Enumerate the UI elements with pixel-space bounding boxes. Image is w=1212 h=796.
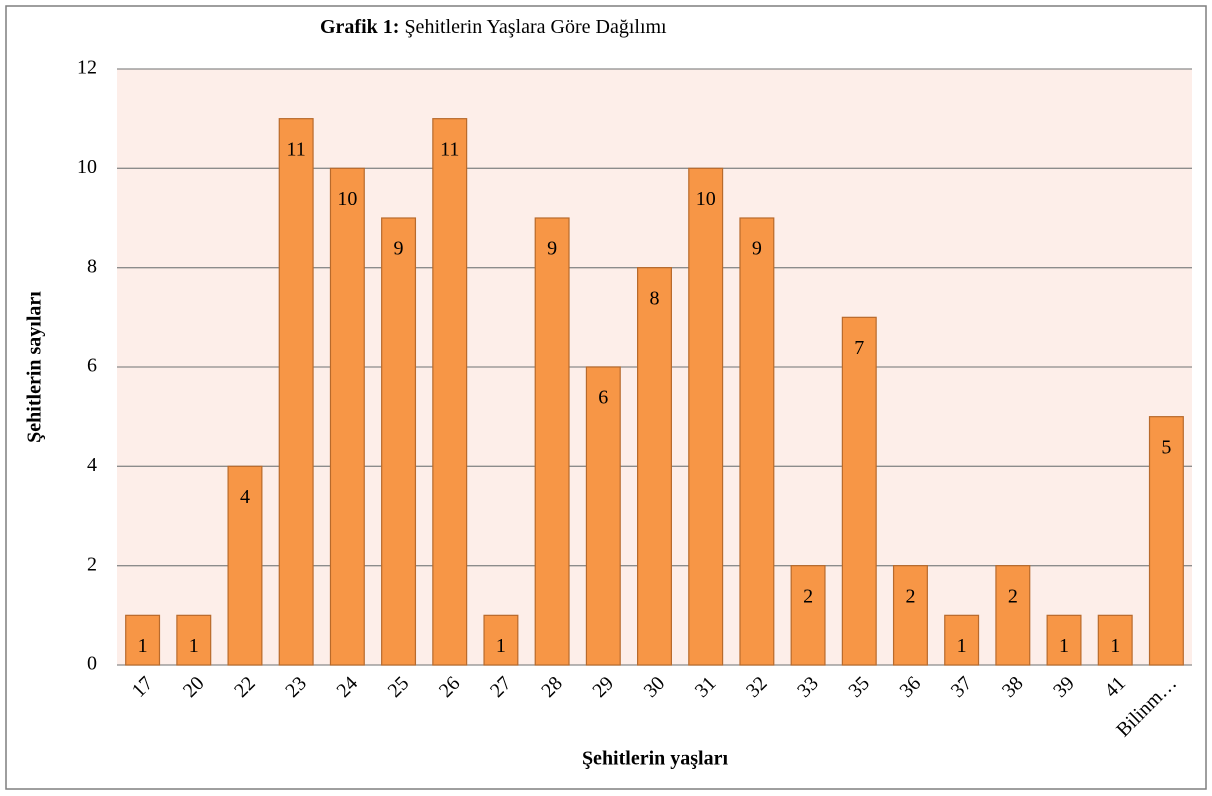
bar bbox=[790, 565, 826, 666]
bar bbox=[432, 118, 468, 666]
y-tick-label: 0 bbox=[87, 653, 97, 675]
bar bbox=[1148, 416, 1184, 666]
data-label: 10 bbox=[696, 188, 716, 210]
bar bbox=[995, 565, 1031, 666]
bar bbox=[329, 167, 365, 666]
bar bbox=[892, 565, 928, 666]
chart-title: Grafik 1: Şehitlerin Yaşlara Göre Dağılım… bbox=[320, 16, 667, 38]
y-tick-label: 12 bbox=[77, 57, 97, 79]
bar bbox=[176, 614, 212, 666]
bar bbox=[125, 614, 161, 666]
data-label: 1 bbox=[496, 635, 506, 657]
data-label: 11 bbox=[287, 138, 306, 160]
y-axis-title: Şehitlerin sayıları bbox=[24, 291, 46, 443]
y-tick-label: 2 bbox=[87, 553, 97, 575]
data-label: 5 bbox=[1161, 436, 1171, 458]
bar bbox=[1046, 614, 1082, 666]
bar bbox=[841, 316, 877, 666]
data-label: 4 bbox=[240, 486, 250, 508]
bar bbox=[1097, 614, 1133, 666]
data-label: 10 bbox=[337, 188, 357, 210]
bar bbox=[637, 267, 672, 666]
data-label: 8 bbox=[650, 287, 660, 309]
bar bbox=[688, 167, 724, 666]
data-label: 2 bbox=[1008, 585, 1018, 607]
data-label: 1 bbox=[189, 635, 199, 657]
bar bbox=[739, 217, 775, 666]
bar bbox=[278, 118, 314, 666]
bar bbox=[227, 465, 263, 666]
x-axis-title: Şehitlerin yaşları bbox=[582, 748, 729, 770]
data-label: 9 bbox=[394, 238, 404, 260]
y-tick-label: 8 bbox=[87, 255, 97, 277]
data-label: 1 bbox=[138, 635, 148, 657]
title-text: Şehitlerin Yaşlara Göre Dağılımı bbox=[404, 16, 667, 38]
data-label: 7 bbox=[854, 337, 864, 359]
bar bbox=[483, 614, 519, 666]
data-label: 1 bbox=[1110, 635, 1120, 657]
bar bbox=[944, 614, 980, 666]
title-label: Grafik 1: bbox=[320, 16, 399, 38]
data-label: 2 bbox=[803, 585, 813, 607]
bar bbox=[585, 366, 621, 666]
y-tick-label: 4 bbox=[87, 454, 97, 476]
data-label: 6 bbox=[598, 387, 608, 409]
bar bbox=[534, 217, 570, 666]
data-label: 11 bbox=[440, 138, 459, 160]
y-tick-label: 6 bbox=[87, 355, 97, 377]
y-tick-label: 10 bbox=[77, 156, 97, 178]
bar bbox=[381, 217, 417, 666]
data-label: 1 bbox=[957, 635, 967, 657]
data-label: 9 bbox=[547, 238, 557, 260]
data-label: 2 bbox=[905, 585, 915, 607]
data-label: 9 bbox=[752, 238, 762, 260]
data-label: 1 bbox=[1059, 635, 1069, 657]
